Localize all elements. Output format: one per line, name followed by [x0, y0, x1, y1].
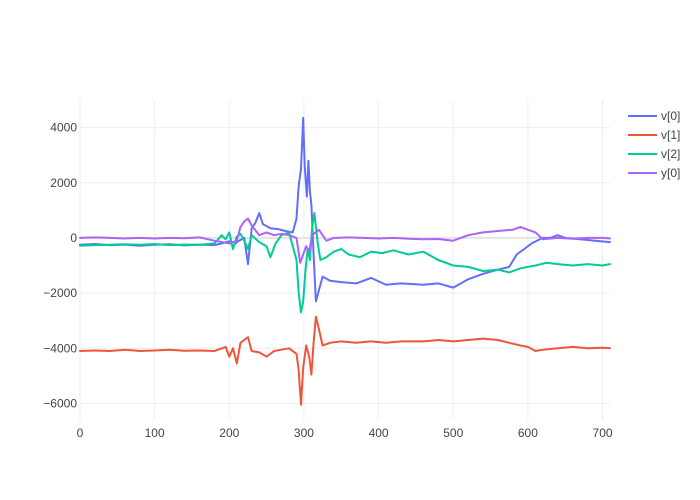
y-tick-label: −4000 [43, 341, 77, 355]
x-tick-label: 500 [443, 426, 463, 440]
legend-label: v[2] [661, 147, 680, 161]
legend: v[0] v[1] v[2] y[0] [628, 109, 680, 180]
x-tick-label: 200 [219, 426, 239, 440]
x-tick-label: 700 [593, 426, 613, 440]
x-tick-label: 0 [77, 426, 84, 440]
series-line-v[0] [79, 116, 611, 303]
y-tick-label: −6000 [43, 396, 77, 410]
y-tick-label: 2000 [50, 176, 77, 190]
legend-item-v[0][interactable]: v[0] [628, 109, 680, 123]
grid [79, 100, 610, 420]
plot-area [79, 116, 611, 406]
legend-item-v[1][interactable]: v[1] [628, 128, 680, 142]
series-line-v[1] [79, 315, 611, 406]
y-tick-label: 4000 [50, 121, 77, 135]
y-axis-ticks: −6000 −4000 −2000 0 2000 4000 [43, 121, 77, 411]
y-tick-label: 0 [70, 231, 77, 245]
legend-label: v[0] [661, 109, 680, 123]
x-tick-label: 600 [518, 426, 538, 440]
x-tick-label: 300 [294, 426, 314, 440]
legend-item-v[2][interactable]: v[2] [628, 147, 680, 161]
x-tick-label: 400 [369, 426, 389, 440]
legend-item-y[0][interactable]: y[0] [628, 166, 680, 180]
series-line-v[2] [79, 212, 611, 314]
legend-label: y[0] [661, 166, 680, 180]
series-line-y[0] [79, 217, 611, 264]
x-tick-label: 100 [145, 426, 165, 440]
y-tick-label: −2000 [43, 286, 77, 300]
x-axis-ticks: 0 100 200 300 400 500 600 700 [77, 426, 613, 440]
legend-label: v[1] [661, 128, 680, 142]
